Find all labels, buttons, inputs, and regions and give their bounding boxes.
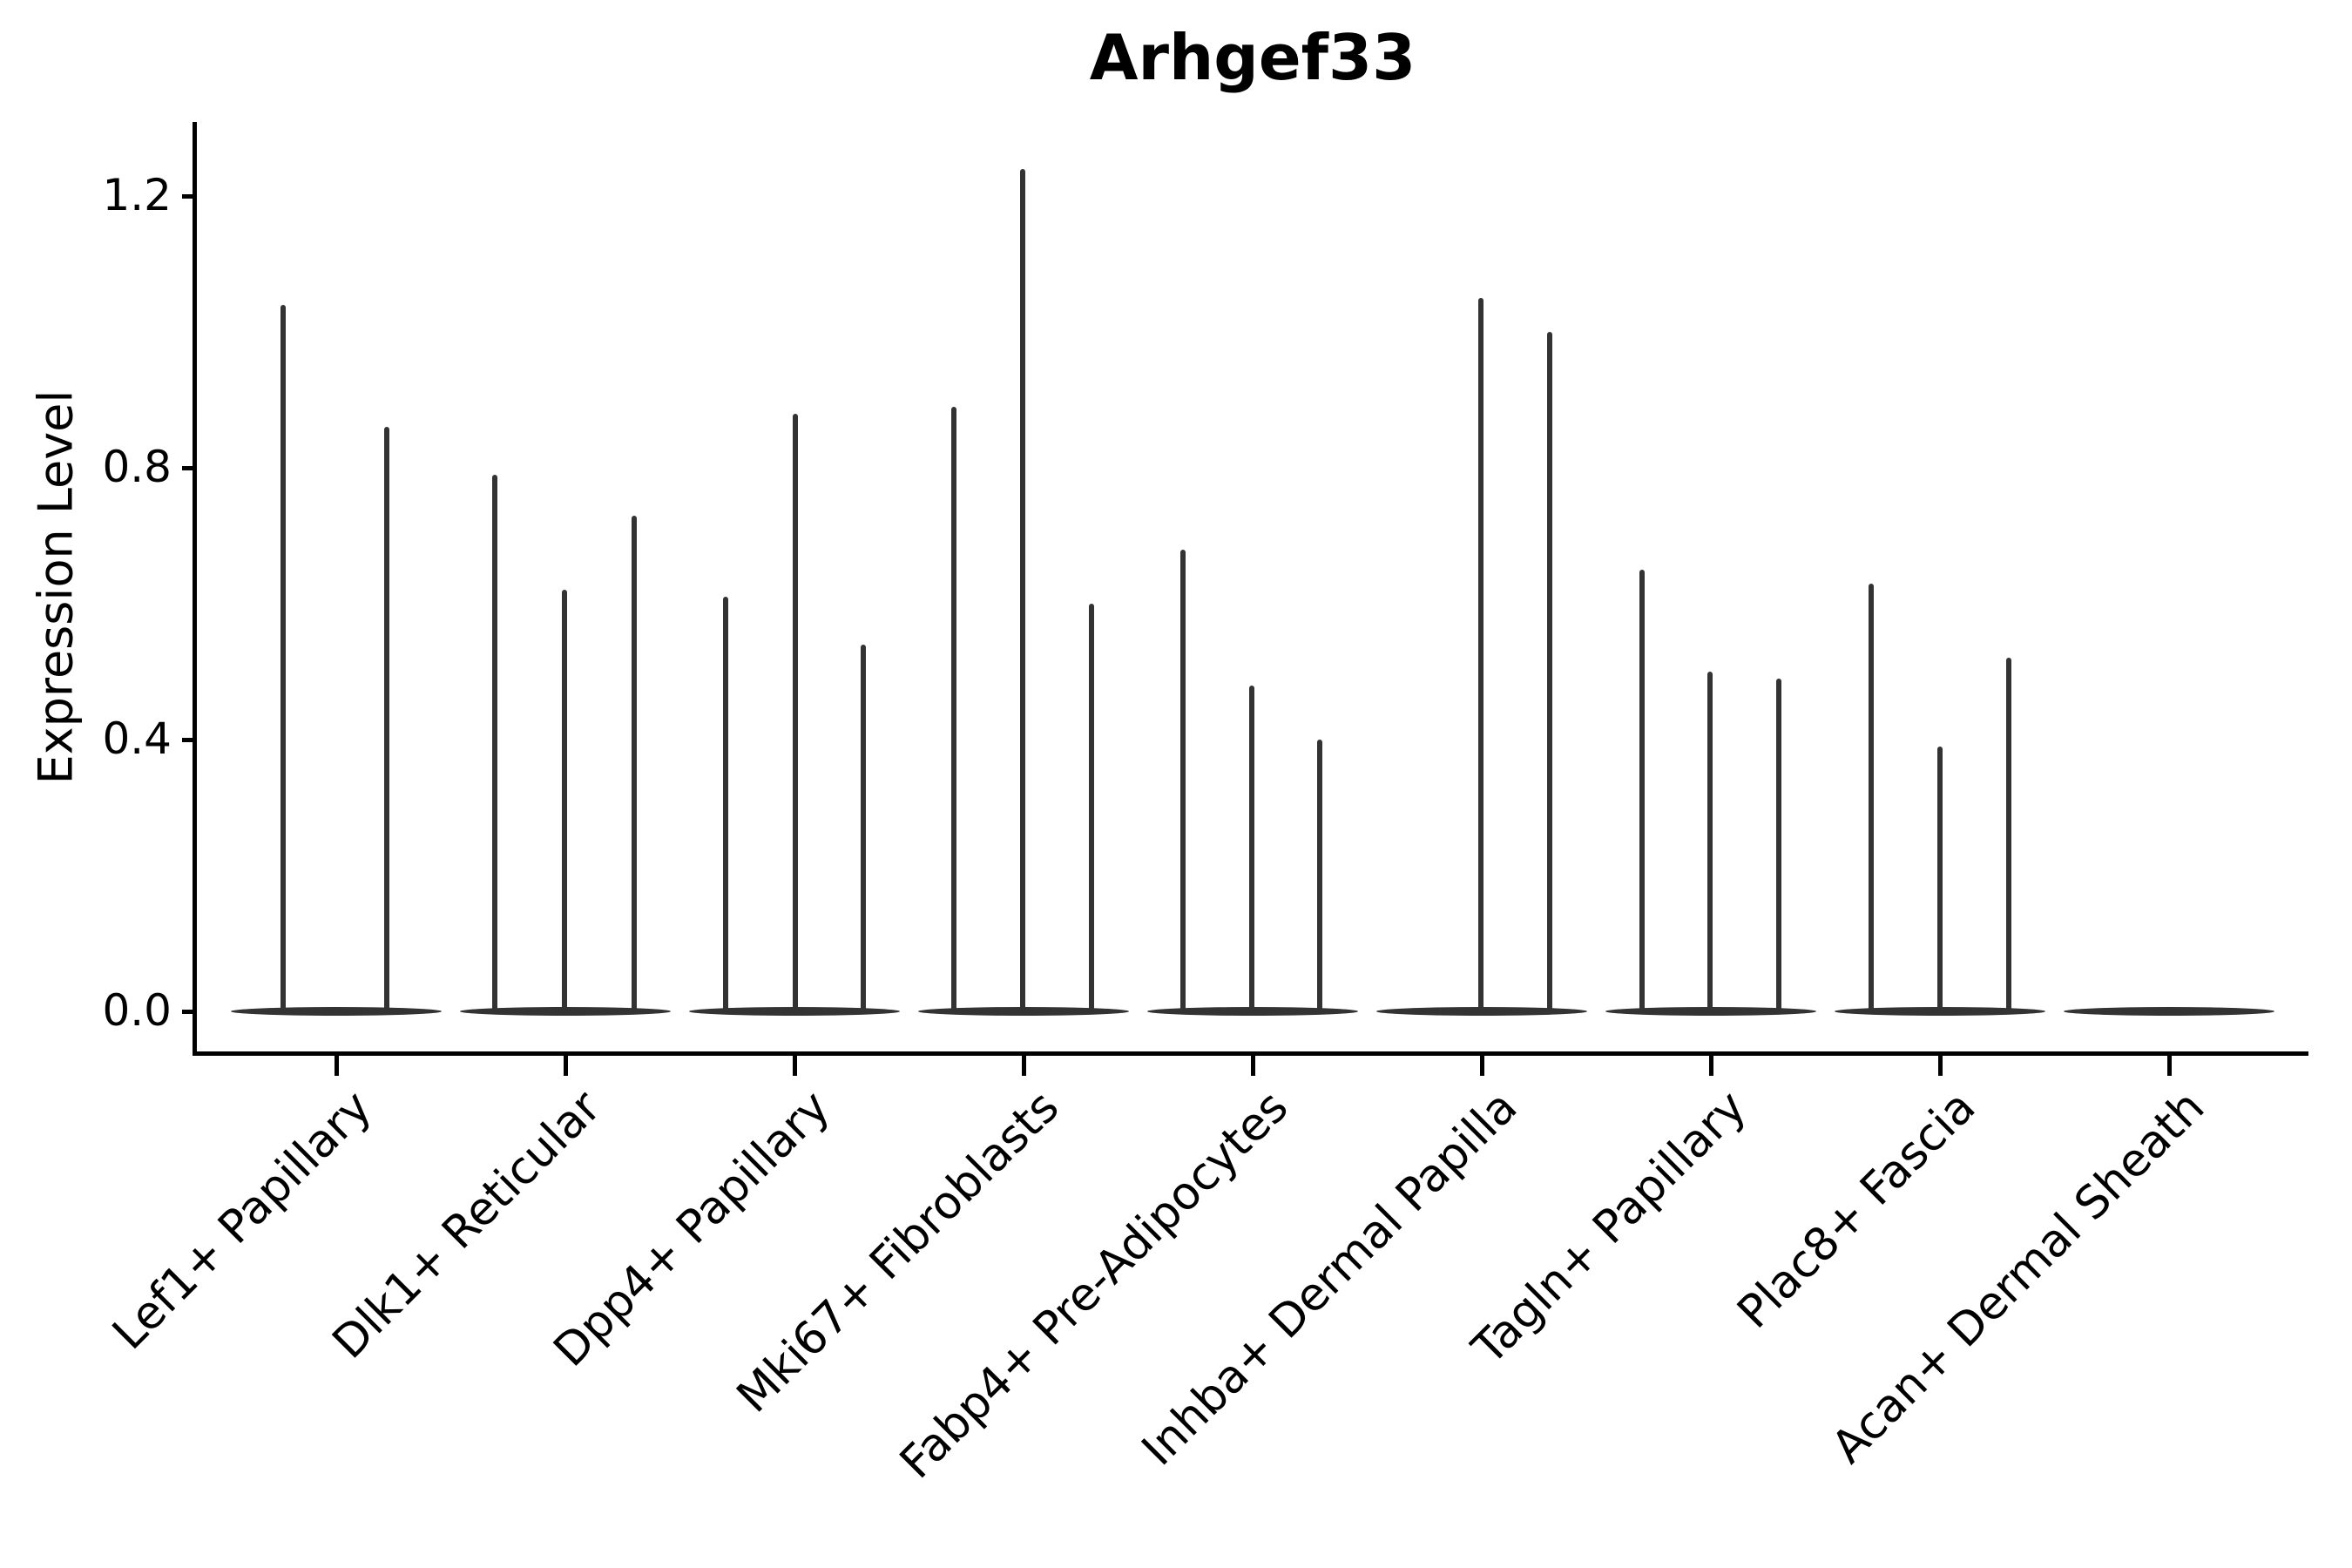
x-tick-mark <box>1937 1056 1943 1076</box>
violin-spike <box>562 590 567 1011</box>
x-tick-mark <box>334 1056 339 1076</box>
violin-spike <box>1937 746 1943 1011</box>
y-axis-spine <box>193 122 197 1056</box>
x-tick-mark <box>1708 1056 1713 1076</box>
violin-spike <box>1180 549 1186 1011</box>
x-tick-mark <box>792 1056 797 1076</box>
y-tick-label: 0.0 <box>102 984 172 1036</box>
violin-spike <box>632 515 637 1011</box>
violin-base <box>2064 1007 2274 1016</box>
x-tick-mark <box>563 1056 568 1076</box>
x-axis-spine <box>193 1051 2308 1056</box>
chart-title: Arhgef33 <box>1089 21 1416 94</box>
violin-base <box>918 1007 1129 1016</box>
y-tick-mark <box>182 193 193 199</box>
violin-spike <box>492 474 497 1011</box>
y-tick-label: 0.4 <box>102 713 172 764</box>
violin-base <box>1376 1007 1587 1016</box>
violin-base <box>460 1007 671 1016</box>
violin-base <box>1835 1007 2045 1016</box>
y-tick-label: 1.2 <box>102 169 172 220</box>
x-tick-mark <box>1479 1056 1484 1076</box>
x-tick-mark <box>1021 1056 1026 1076</box>
y-tick-mark <box>182 1009 193 1014</box>
violin-spike <box>793 413 798 1011</box>
y-tick-mark <box>182 465 193 470</box>
violin-base <box>1147 1007 1358 1016</box>
violin-spike <box>1707 672 1713 1011</box>
violin-spike <box>280 304 286 1011</box>
violin-base <box>231 1007 442 1016</box>
violin-spike <box>723 597 728 1011</box>
violin-spike <box>861 644 866 1011</box>
violin-spike <box>1249 685 1254 1011</box>
violin-spike <box>1776 678 1781 1011</box>
violin-base <box>689 1007 900 1016</box>
violin-spike <box>1317 740 1322 1011</box>
violin-spike <box>1547 332 1552 1011</box>
violin-spike <box>1639 570 1645 1011</box>
violin-base <box>1605 1007 1816 1016</box>
y-tick-mark <box>182 737 193 742</box>
x-tick-mark <box>1250 1056 1255 1076</box>
violin-spike <box>1869 583 1874 1011</box>
violin-spike <box>384 427 389 1011</box>
y-tick-label: 0.8 <box>102 441 172 492</box>
x-tick-mark <box>2166 1056 2172 1076</box>
violin-spike <box>2006 658 2011 1011</box>
violin-spike <box>1020 168 1025 1011</box>
violin-spike <box>951 406 956 1011</box>
violin-spike <box>1089 604 1094 1011</box>
violin-spike <box>1478 298 1484 1011</box>
